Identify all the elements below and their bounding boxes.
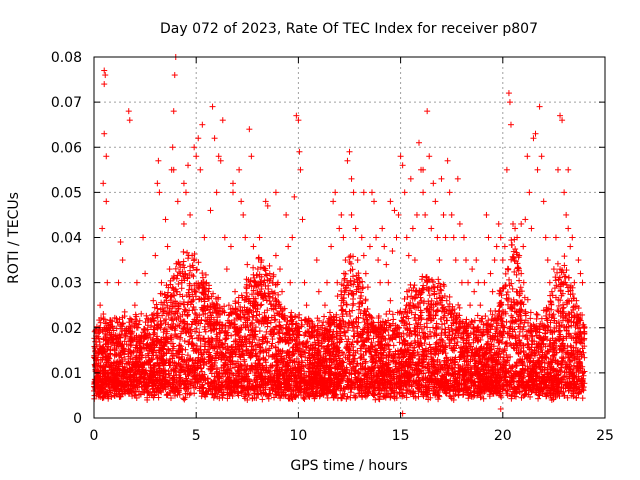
cloud-point [556,336,563,343]
cloud-point [527,309,534,316]
cloud-point [579,395,586,402]
cloud-point [383,311,390,318]
cloud-point [386,308,393,315]
cloud-point [256,328,263,335]
cloud-point [485,317,492,324]
cloud-point [496,287,503,294]
cloud-point [533,315,540,322]
cloud-point [184,313,191,320]
cloud-point [151,304,158,311]
cloud-point [343,301,350,308]
cloud-point [301,332,308,339]
cloud-point [520,279,527,286]
cloud-point [182,346,189,353]
cloud-point [390,316,397,323]
cloud-point [185,255,192,262]
cloud-point [354,338,361,345]
cloud-point [560,301,567,308]
cloud-point [144,322,151,329]
cloud-point [503,319,510,326]
cloud-point [250,264,257,271]
cloud-point [433,308,440,315]
cloud-point [272,323,279,330]
cloud-point [326,309,333,316]
cloud-point [456,304,463,311]
cloud-point [258,301,265,308]
data-points [91,54,588,417]
cloud-point [300,395,307,402]
cloud-point [349,302,356,309]
cloud-point [465,395,472,402]
cloud-point [551,285,558,292]
cloud-point [348,260,355,267]
cloud-point [133,395,140,402]
cloud-point [407,281,414,288]
cloud-point [565,274,572,281]
cloud-point [509,241,516,248]
cloud-point [418,316,425,323]
cloud-point [199,274,206,281]
cloud-point [266,262,273,269]
cloud-point [176,269,183,276]
cloud-point [320,319,327,326]
cloud-point [298,321,305,328]
cloud-point [435,280,442,287]
cloud-point [355,330,362,337]
cloud-point [186,286,193,293]
cloud-point [275,291,282,298]
cloud-point [257,278,264,285]
cloud-point [426,341,433,348]
cloud-point [334,293,341,300]
cloud-point [535,395,542,402]
cloud-point [254,266,261,273]
cloud-point [400,353,407,360]
cloud-point [435,276,442,283]
cloud-point [554,260,561,267]
cloud-point [396,339,403,346]
cloud-point [180,258,187,265]
cloud-point [180,395,187,402]
cloud-point [553,282,560,289]
cloud-point [509,285,516,292]
cloud-point [455,301,462,308]
cloud-point [390,342,397,349]
cloud-point [288,309,295,316]
cloud-point [411,337,418,344]
cloud-point [178,285,185,292]
cloud-point [474,312,481,319]
cloud-point [433,339,440,346]
cloud-point [341,390,348,397]
cloud-point [433,320,440,327]
cloud-point [520,323,527,330]
cloud-point [470,387,477,394]
cloud-point [263,339,270,346]
cloud-point [424,324,431,331]
cloud-point [546,311,553,318]
